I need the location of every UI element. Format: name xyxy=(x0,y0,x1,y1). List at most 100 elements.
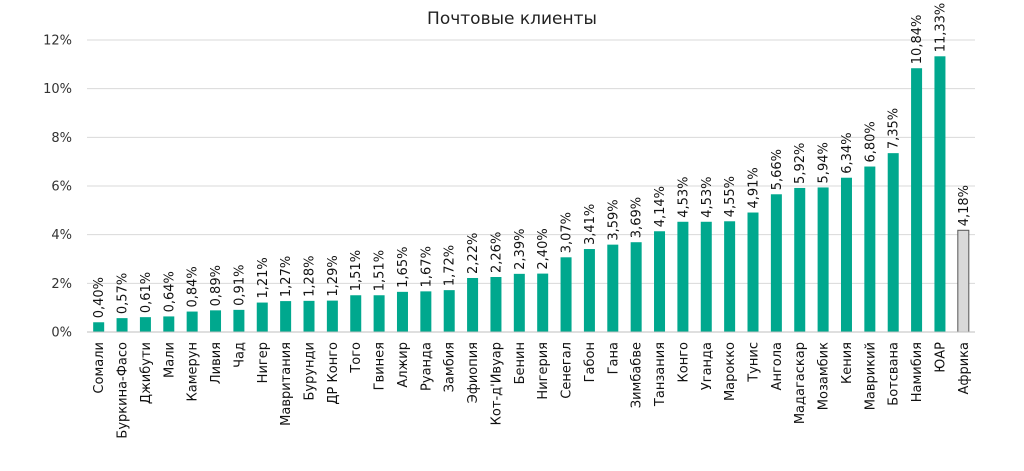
data-label: 0,89% xyxy=(209,265,224,306)
bar xyxy=(911,68,923,332)
bar xyxy=(280,301,292,332)
data-label: 1,65% xyxy=(396,247,411,288)
data-label: 3,41% xyxy=(583,204,598,245)
bar xyxy=(163,316,175,332)
bar xyxy=(630,242,642,332)
y-tick-label: 2% xyxy=(51,277,72,292)
data-label: 0,84% xyxy=(186,266,201,307)
x-tick-label: Мавритания xyxy=(279,342,294,426)
data-label: 6,80% xyxy=(863,121,878,162)
x-tick-label: Намибия xyxy=(910,342,925,402)
x-tick-label: Габон xyxy=(583,342,598,382)
data-label: 3,07% xyxy=(560,212,575,253)
x-tick-label: ЮАР xyxy=(933,342,948,373)
bar xyxy=(513,273,525,332)
x-tick-label: Кения xyxy=(840,342,855,384)
x-tick-label: Ботсвана xyxy=(887,342,902,406)
bar xyxy=(139,317,151,332)
data-label: 1,28% xyxy=(303,256,318,297)
data-label: 6,34% xyxy=(840,132,855,173)
data-label: 4,53% xyxy=(700,176,715,217)
data-label: 2,39% xyxy=(513,229,528,270)
bar-highlight xyxy=(957,229,970,333)
data-label: 10,84% xyxy=(910,15,925,65)
data-label: 1,72% xyxy=(443,245,458,286)
x-tick-label: Мозамбик xyxy=(817,342,832,410)
x-tick-label: Мали xyxy=(162,342,177,378)
data-label: 0,64% xyxy=(162,271,177,312)
bar xyxy=(443,290,455,332)
x-tick-label: Бенин xyxy=(513,342,528,384)
data-label: 1,51% xyxy=(373,250,388,291)
data-label: 0,57% xyxy=(116,273,131,314)
data-label: 0,40% xyxy=(92,277,107,318)
y-tick-label: 6% xyxy=(51,180,72,195)
bar xyxy=(934,56,946,332)
x-tick-label: Джибути xyxy=(139,342,154,404)
bar xyxy=(794,187,806,332)
x-tick-label: Гвинея xyxy=(373,342,388,390)
bar xyxy=(420,291,432,332)
bar xyxy=(210,310,222,332)
data-label: 7,35% xyxy=(887,108,902,149)
bar xyxy=(840,177,852,332)
x-tick-label: Тунис xyxy=(747,342,762,383)
y-tick-label: 12% xyxy=(43,34,72,49)
data-label: 5,92% xyxy=(793,143,808,184)
data-label: 5,94% xyxy=(817,142,832,183)
x-tick-label: Маврикий xyxy=(863,342,878,410)
x-tick-label: Сомали xyxy=(92,342,107,394)
bar xyxy=(583,249,595,332)
x-tick-label: Алжир xyxy=(396,342,411,388)
x-tick-label: Африка xyxy=(957,342,972,395)
y-tick-label: 8% xyxy=(51,131,72,146)
y-tick-label: 10% xyxy=(43,82,72,97)
bar xyxy=(186,311,198,332)
data-label: 1,51% xyxy=(349,250,364,291)
data-label: 11,33% xyxy=(933,3,948,53)
data-label: 4,18% xyxy=(957,185,972,226)
data-label: 2,22% xyxy=(466,233,481,274)
data-label: 1,29% xyxy=(326,255,341,296)
x-tick-label: Того xyxy=(349,342,364,374)
x-tick-label: Камерун xyxy=(186,342,201,401)
x-tick-label: Ангола xyxy=(770,342,785,390)
x-tick-label: Буркина-Фасо xyxy=(116,342,131,439)
bar xyxy=(864,166,876,332)
bar xyxy=(467,277,479,332)
y-tick-label: 4% xyxy=(51,228,72,243)
data-label: 4,14% xyxy=(653,186,668,227)
data-label: 0,91% xyxy=(232,265,247,306)
bar xyxy=(326,300,338,332)
data-label: 1,21% xyxy=(256,257,271,298)
bar xyxy=(770,194,782,332)
bar xyxy=(233,309,245,332)
x-tick-label: Гана xyxy=(606,342,621,374)
bar xyxy=(396,291,408,332)
x-tick-label: Мадагаскар xyxy=(793,342,808,424)
bar xyxy=(677,221,689,332)
bar xyxy=(560,257,572,332)
data-label: 3,69% xyxy=(630,197,645,238)
x-tick-label: Бурунди xyxy=(303,342,318,401)
y-tick-label: 0% xyxy=(51,326,72,341)
bar xyxy=(116,318,128,332)
bar xyxy=(700,221,712,332)
data-label: 1,27% xyxy=(279,256,294,297)
bar xyxy=(350,295,362,332)
data-label: 5,66% xyxy=(770,149,785,190)
bar xyxy=(607,244,619,332)
x-tick-label: Уганда xyxy=(700,342,715,390)
x-tick-label: Нигерия xyxy=(536,342,551,400)
data-label: 2,26% xyxy=(489,232,504,273)
bar xyxy=(654,231,666,332)
x-tick-label: Сенегал xyxy=(560,342,575,399)
x-tick-label: Руанда xyxy=(419,342,434,391)
data-label: 4,53% xyxy=(676,176,691,217)
bar xyxy=(817,187,829,332)
x-tick-label: Замбия xyxy=(443,342,458,392)
data-label: 1,67% xyxy=(419,246,434,287)
bar xyxy=(303,300,315,332)
bar xyxy=(93,322,105,332)
bar xyxy=(256,302,268,332)
